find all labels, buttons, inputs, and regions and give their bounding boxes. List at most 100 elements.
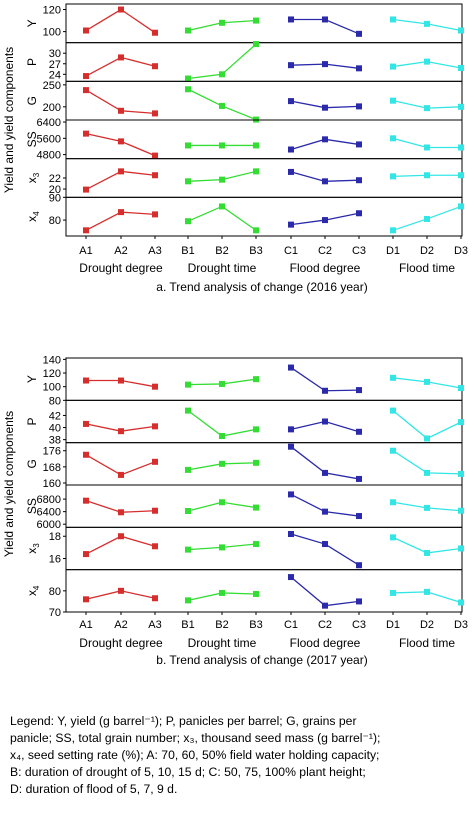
data-point [185,407,191,414]
data-point [185,86,191,93]
data-point [219,71,225,78]
data-point [83,87,89,94]
data-point [152,29,158,36]
data-point [83,551,89,558]
x-category-label: D3 [454,619,468,631]
y-tick-label: 200 [43,102,61,114]
panel-label: SS [25,131,39,147]
data-point [390,16,396,23]
data-point [118,533,124,540]
data-point [253,227,259,234]
data-point [424,549,430,556]
data-point [253,376,259,383]
data-point [322,136,328,143]
data-point [356,65,362,72]
panel-frame [65,442,463,486]
y-axis-title: Yield and yield components [2,47,16,193]
x-category-label: A3 [148,245,161,257]
data-point [322,217,328,224]
data-point [219,142,225,149]
y-tick-label: 80 [49,215,61,227]
data-point [424,435,430,442]
data-point [83,73,89,80]
data-point [288,221,294,228]
panel-label: x3 [25,172,41,183]
data-point [152,110,158,117]
data-point [288,168,294,175]
data-point [219,203,225,210]
data-point [118,471,124,478]
y-tick-label: 16 [49,554,61,566]
data-point [185,75,191,82]
x-category-label: A3 [148,619,161,631]
data-point [458,172,464,179]
chart-title: b. Trend analysis of change (2017 year) [156,653,367,667]
data-point [83,451,89,458]
data-point [458,103,464,110]
x-category-label: B1 [181,245,194,257]
x-category-label: A2 [114,245,127,257]
data-point [253,17,259,24]
chart-title: a. Trend analysis of change (2016 year) [156,280,367,294]
data-point [118,6,124,13]
data-point [118,509,124,516]
data-point [118,107,124,114]
x-group-label: Flood time [399,261,455,275]
data-point [424,20,430,27]
y-tick-label: 90 [49,192,61,204]
x-category-label: B3 [249,619,262,631]
data-point [390,407,396,414]
x-category-label: D1 [386,619,400,631]
data-point [152,383,158,390]
data-point [185,178,191,185]
data-point [185,597,191,604]
data-point [322,508,328,515]
data-point [288,146,294,153]
y-tick-label: 6400 [37,507,61,519]
panel-frame [65,484,463,528]
panel-frame [65,526,463,571]
y-tick-label: 18 [49,531,61,543]
data-point [152,172,158,179]
series-line-drought-time [187,410,257,437]
y-axis-title: Yield and yield components [2,411,16,557]
data-point [152,458,158,465]
panel-g: 160 168 176 G [25,442,464,490]
data-point [390,227,396,234]
data-point [288,62,294,69]
panel-frame [65,119,463,160]
data-point [253,168,259,175]
data-point [83,377,89,384]
y-tick-label: 100 [43,382,61,394]
data-point [118,138,124,145]
x-category-label: B2 [215,245,228,257]
y-tick-label: 6400 [37,117,61,129]
y-tick-label: 100 [43,27,61,39]
legend-line: Legend: Y, yield (g barrel⁻¹); P, panicl… [10,714,357,728]
data-point [322,469,328,476]
x-group-label: Drought time [188,261,257,275]
x-group-label: Drought degree [79,261,163,275]
data-point [152,63,158,70]
legend-line: B: duration of drought of 5, 10, 15 d; C… [10,765,366,779]
x-category-label: C3 [352,619,366,631]
data-point [253,459,259,466]
legend-line: panicle; SS, total grain number; x₃, tho… [10,731,381,745]
data-point [185,27,191,34]
y-tick-label: 24 [49,69,61,81]
panel-x4: 70 80 x4 [25,569,464,619]
y-tick-label: 5600 [37,133,61,145]
data-point [322,104,328,111]
data-point [424,215,430,222]
series-line-flood-degree [290,576,360,607]
data-point [288,443,294,450]
series-line-drought-degree [85,454,156,476]
data-point [219,176,225,183]
data-point [185,466,191,473]
y-tick-label: 30 [49,48,61,60]
data-point [322,61,328,68]
panel-label: x4 [25,585,41,596]
data-point [152,507,158,514]
